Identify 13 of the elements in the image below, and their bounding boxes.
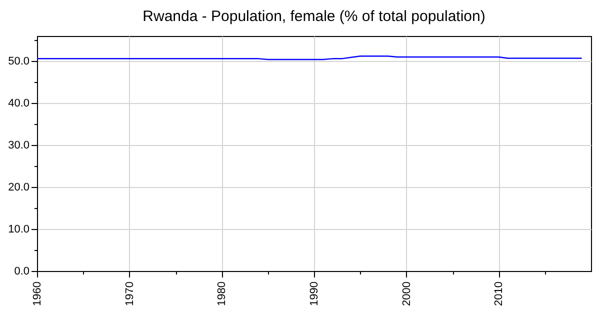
y-tick-label: 10.0 <box>8 224 30 236</box>
y-tick-label: 0.0 <box>14 266 30 278</box>
y-tick-label: 40.0 <box>8 98 30 110</box>
chart-title: Rwanda - Population, female (% of total population) <box>142 8 486 26</box>
x-tick-label: 2000 <box>400 282 413 306</box>
y-tick-label: 50.0 <box>8 56 30 68</box>
y-tick-label: 20.0 <box>8 182 30 194</box>
x-tick-label: 2010 <box>493 282 506 306</box>
y-tick-label: 30.0 <box>8 140 30 152</box>
x-tick-label: 1970 <box>124 282 136 306</box>
x-tick-label: 1980 <box>216 282 228 306</box>
x-tick-label: 1990 <box>308 282 320 306</box>
x-tick-label: 1960 <box>32 282 44 306</box>
